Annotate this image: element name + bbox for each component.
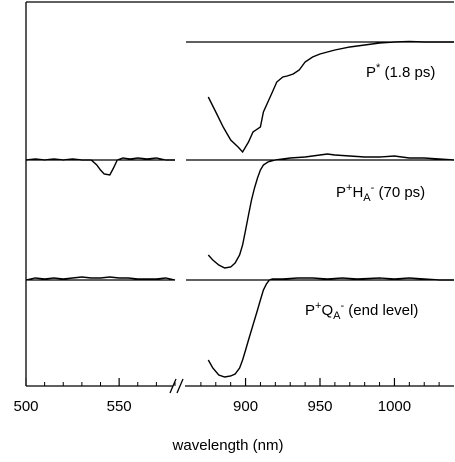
curves: [25, 40, 455, 378]
x-ticks: [25, 378, 440, 386]
series-label-p-qa: P+QA- (end level): [305, 300, 419, 322]
series-label-p-ha: P+HA- (70 ps): [336, 182, 426, 204]
series-1-right-line: [207, 153, 455, 269]
x-tick-label: 500: [13, 398, 39, 415]
axis-break: [169, 378, 184, 394]
series-0-right-line: [207, 40, 454, 154]
axis-break-mark: [169, 378, 177, 394]
series-2-right-line: [207, 277, 454, 378]
axis-break-mark: [176, 378, 184, 394]
series-label-p-star: P* (1.8 ps): [366, 62, 436, 82]
series-2-left-line: [25, 276, 176, 281]
x-tick-label: 900: [233, 398, 259, 415]
series-1-left-line: [25, 157, 175, 176]
x-tick-label: 950: [307, 398, 333, 415]
x-axis-label: wavelength (nm): [172, 437, 284, 454]
x-tick-label: 1000: [377, 398, 412, 415]
x-tick-label: 550: [106, 398, 132, 415]
